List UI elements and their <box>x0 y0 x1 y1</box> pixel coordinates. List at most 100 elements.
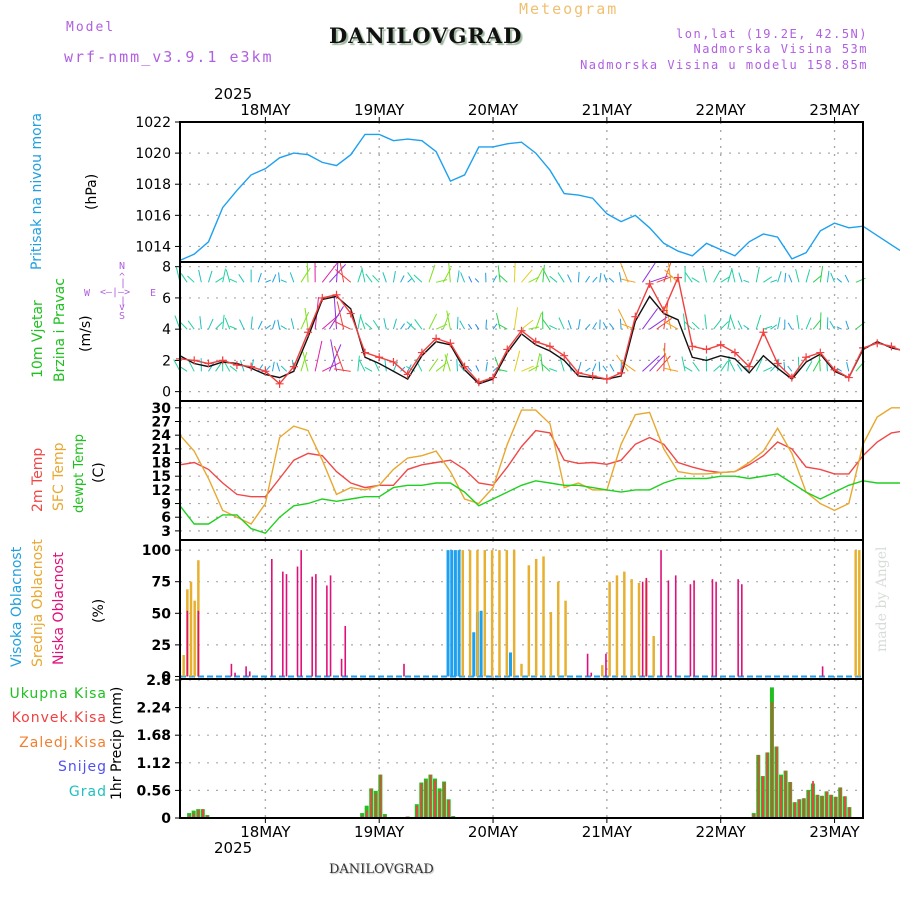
y-tick-label: 0 <box>161 669 171 685</box>
gust-marker <box>304 328 313 337</box>
gust-marker <box>830 365 839 374</box>
wind-arrow <box>729 315 736 330</box>
wind-arrow <box>328 344 342 372</box>
y-tick-label: 4 <box>162 322 171 338</box>
gust-marker <box>346 309 355 318</box>
precip-conv-bar <box>425 780 427 818</box>
wind-arrow <box>620 262 629 283</box>
gust-marker <box>460 362 469 371</box>
cloud-bar <box>344 625 347 677</box>
wind-arrow <box>459 320 466 330</box>
wind-arrow <box>649 353 667 372</box>
y-tick-label: 12 <box>152 483 171 499</box>
wind-arrow <box>215 361 223 372</box>
gust-marker <box>574 368 583 377</box>
wind-arrow <box>830 272 836 283</box>
cloud-bar <box>193 600 196 677</box>
cloud-bar <box>483 550 487 677</box>
wind-arrow <box>727 356 730 372</box>
y-tick-label: 100 <box>142 543 171 559</box>
gust-marker <box>560 351 569 360</box>
cloud-bar <box>689 584 692 677</box>
cloud-bar <box>564 600 567 677</box>
compass-e: E <box>150 288 157 299</box>
precip-conv-bar <box>771 702 773 818</box>
gust-marker <box>218 356 227 365</box>
precip-conv-bar <box>825 791 828 818</box>
wind-arrow <box>728 359 736 372</box>
wind-arrow <box>829 320 835 330</box>
wind-arrow <box>407 272 416 283</box>
wind-arrow <box>598 361 601 372</box>
wind-arrow <box>763 325 773 330</box>
wind-arrow <box>736 363 743 372</box>
wind-arrow <box>265 365 271 372</box>
model-label: Model <box>66 20 116 35</box>
wind-arrow <box>812 359 821 372</box>
wind-arrow <box>330 339 338 372</box>
y-tick-label: 75 <box>152 575 171 591</box>
wind-arrow <box>535 353 541 372</box>
y-tick-label: 27 <box>152 415 171 431</box>
wind-arrow <box>819 265 824 283</box>
wind-arrow <box>549 325 558 330</box>
x-tick-label-bottom: 18MAY <box>240 823 291 841</box>
wind-arrow <box>585 275 591 283</box>
wind-arrow <box>314 340 323 372</box>
wind-arrow <box>173 359 181 372</box>
wind-arrow <box>358 359 366 372</box>
wind-arrow <box>333 368 351 372</box>
wind-arrow <box>720 276 730 283</box>
wind-arrow <box>513 307 518 330</box>
gust-marker <box>261 367 270 376</box>
wind-arrow <box>663 342 666 372</box>
wind-arrow <box>280 279 287 283</box>
precip-conv-bar <box>365 810 368 818</box>
wind-arrow <box>407 323 413 330</box>
gust-marker <box>332 290 341 299</box>
gust-marker <box>759 328 768 337</box>
wind-arrow <box>475 365 480 372</box>
gust-marker <box>688 342 697 351</box>
wind-arrow <box>321 314 340 330</box>
wind-arrow <box>188 360 195 372</box>
wind-arrow <box>222 314 225 330</box>
wind-arrow <box>458 364 465 372</box>
cloud-bar <box>476 550 479 677</box>
cloud-bar <box>715 581 717 677</box>
wind-arrow <box>787 365 793 372</box>
cloud-bar <box>340 658 343 677</box>
precip-conv-bar <box>188 815 191 818</box>
wind-arrow <box>656 355 671 372</box>
wind-arrow <box>763 366 773 372</box>
precip-conv-bar <box>848 807 851 818</box>
wind-arrow <box>407 277 413 283</box>
wind-arrow <box>277 319 281 330</box>
gust-marker <box>247 362 256 371</box>
wind-arrow <box>271 361 275 372</box>
gust-marker <box>232 361 241 370</box>
wind-arrow <box>528 365 540 372</box>
wind-arrow <box>826 270 830 283</box>
panel-1: 0 2 4 6 8 <box>162 260 900 402</box>
gust-marker <box>289 362 298 371</box>
wind-arrow <box>805 317 812 330</box>
wind-arrow <box>609 323 615 330</box>
year-bottom: 2025 <box>214 839 253 857</box>
gust-marker <box>503 345 512 354</box>
wind-arrow <box>179 366 188 372</box>
gust-marker <box>446 339 455 348</box>
y-tick-label: 3 <box>161 524 171 540</box>
wind-arrow <box>805 269 811 283</box>
cloud-bar <box>186 610 189 677</box>
wind-arrow <box>334 320 351 330</box>
wind-arrow <box>787 322 793 330</box>
wind-arrow <box>276 362 281 372</box>
wind-arrow <box>414 319 423 330</box>
wind-arrow <box>663 320 679 330</box>
panel-0: 1014 1016 1018 1020 1022 <box>135 115 900 263</box>
y-tick-label: 1.68 <box>136 728 171 744</box>
cloud-bar <box>854 550 857 677</box>
gust-marker <box>716 340 725 349</box>
wind-arrow <box>642 308 659 330</box>
